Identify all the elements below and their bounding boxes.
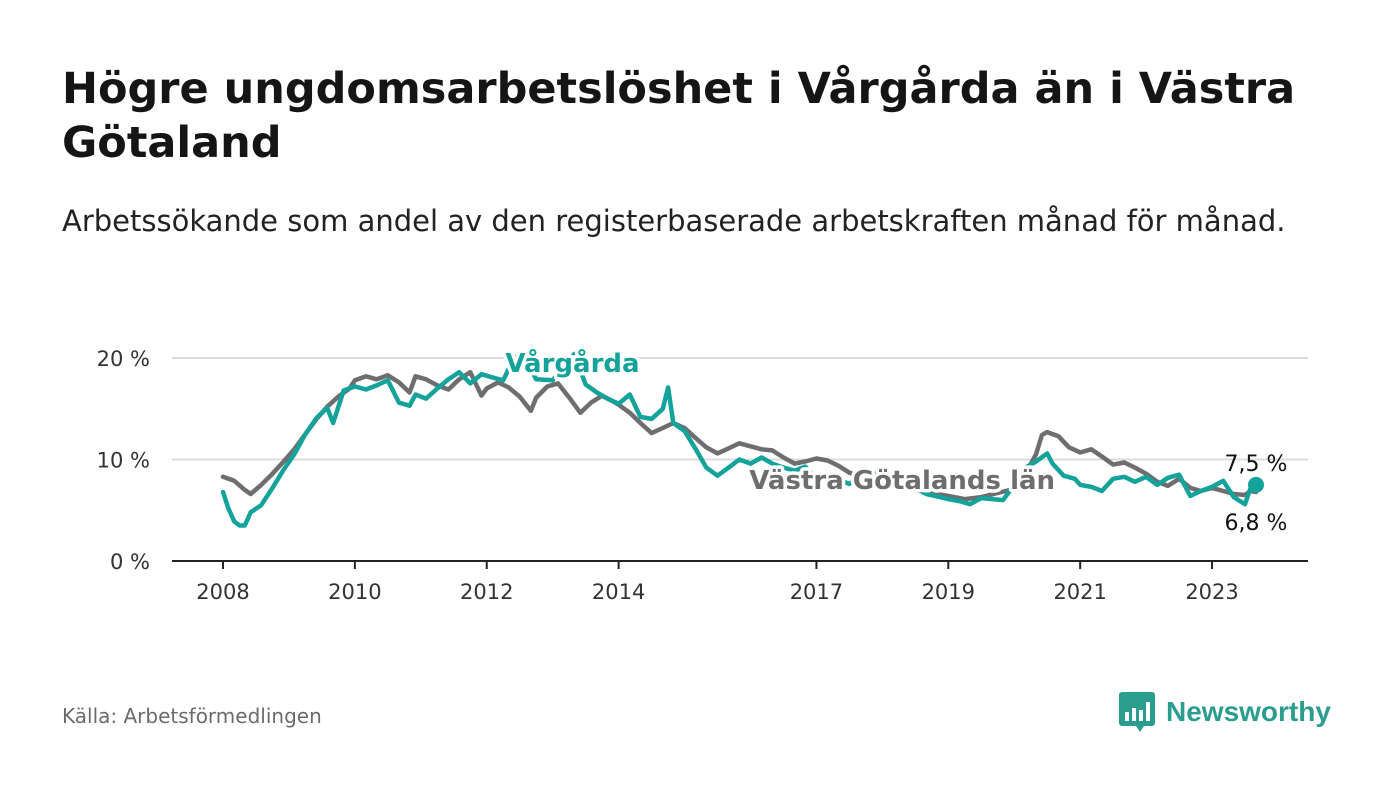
y-tick-label: 20 %: [97, 347, 150, 371]
x-tick-label: 2010: [328, 580, 381, 604]
newsworthy-logo-icon: [1119, 692, 1155, 732]
x-tick-label: 2008: [196, 580, 249, 604]
end-value-label-vastra-gotaland: 6,8 %: [1225, 511, 1288, 536]
series-line-vastra-gotaland: [220, 369, 1259, 502]
chart-title: Högre ungdomsarbetslöshet i Vårgårda än …: [62, 64, 1296, 168]
brand-name: Newsworthy: [1166, 696, 1331, 727]
y-tick-label: 10 %: [97, 449, 150, 473]
series-label: Västra Götalands län: [749, 466, 1055, 496]
x-tick-label: 2014: [592, 580, 645, 604]
series-line-vargarda: [220, 351, 1259, 528]
x-axis: 2008 2010 2012 2014 2017 2019 2021 2023: [172, 560, 1308, 604]
x-tick-label: 2021: [1053, 580, 1106, 604]
chart-subtitle: Arbetssökande som andel av den registerb…: [62, 204, 1286, 238]
series-lines: [220, 351, 1264, 528]
y-axis-labels: 0 % 10 % 20 %: [97, 347, 150, 574]
series-label: Vårgårda: [505, 347, 639, 379]
brand-logo: Newsworthy: [1118, 690, 1331, 734]
x-tick-label: 2023: [1185, 580, 1238, 604]
end-point-marker: [1248, 476, 1264, 493]
source-note: Källa: Arbetsförmedlingen: [62, 704, 322, 728]
end-value-label-vargarda: 7,5 %: [1225, 452, 1288, 477]
y-tick-label: 0 %: [110, 550, 150, 574]
series-annotations: 7,5 % 6,8 % Vårgårda Västra Götalands län: [502, 344, 1288, 536]
x-tick-label: 2012: [460, 580, 513, 604]
x-tick-label: 2019: [922, 580, 975, 604]
line-chart: 0 % 10 % 20 % 2008 2010 2012 2014 2017 2019 2021…: [97, 344, 1308, 604]
x-tick-label: 2017: [790, 580, 843, 604]
